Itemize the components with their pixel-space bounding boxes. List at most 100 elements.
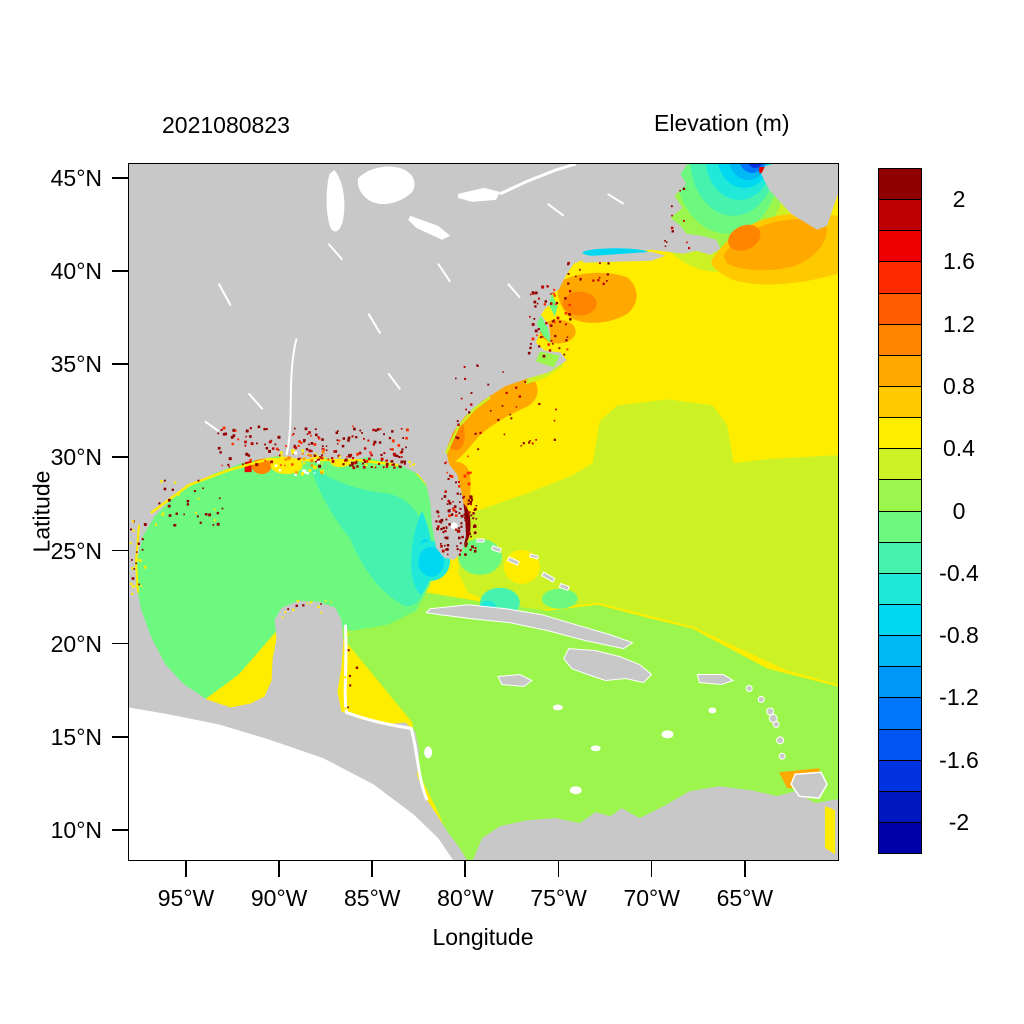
coastal-speckle [177,493,180,496]
coastal-speckle [459,549,462,552]
coastal-speckle [376,428,380,431]
coastal-speckle [568,290,572,293]
trinidad-island [790,771,828,799]
coastal-speckle [163,479,166,482]
coastal-speckle [469,471,472,474]
coastal-speckle [320,456,324,460]
coastal-speckle [440,527,443,531]
coastal-speckle [367,439,370,442]
coastal-speckle [440,522,443,524]
coastal-speckle [446,503,449,505]
y-tick-mark [112,177,128,179]
coastal-speckle [295,604,298,608]
rivers [204,164,625,456]
coastal-speckle [294,446,298,450]
coastal-speckle [529,346,532,350]
coastal-speckle [140,585,143,587]
coastal-speckle [310,459,314,463]
coastal-speckle [249,427,252,430]
coastal-speckle [264,459,267,462]
caribbean-no-data-spots [424,704,717,795]
coastal-speckle [563,353,566,356]
coastal-speckle [284,611,287,614]
coastal-speckle [534,329,538,333]
coastal-speckle [460,508,462,510]
coastal-speckle [437,525,440,528]
x-tick-label: 95°W [157,885,215,911]
coastal-speckle [558,320,562,323]
coastal-speckle [130,559,133,561]
coastal-speckle [537,297,540,300]
st-lawrence-river [499,164,577,196]
coastal-speckle [347,436,351,440]
y-tick-label: 15°N [50,723,102,750]
coastal-speckle [299,457,302,460]
coastal-speckle [213,519,216,522]
coastal-speckle [321,447,324,450]
coastal-speckle [174,481,177,484]
coastal-speckle [274,464,278,467]
coastal-speckle [171,488,174,491]
bahamas-green-patch [458,538,502,575]
coastal-speckle [405,446,407,449]
y-tick-mark [112,549,128,552]
coastal-speckle [174,524,177,527]
coastal-speckle [456,545,458,547]
coastal-speckle [136,558,139,562]
coastal-speckle [567,261,570,265]
coastal-speckle [287,608,290,611]
coastal-speckle [296,600,299,603]
coastal-speckle [141,548,144,551]
coastal-speckle [365,459,369,463]
coastal-speckle [509,413,512,416]
coastal-speckle [538,345,541,348]
coastal-speckle [487,383,490,386]
coastal-speckle [522,442,525,445]
colorbar-cell [878,230,922,263]
coastal-speckle [392,452,396,456]
coastal-speckle [383,452,386,455]
coastal-speckle [605,280,608,282]
coastal-speckle [437,511,440,514]
coastal-speckle [454,481,457,484]
coastal-speckle [310,442,314,445]
coastal-speckle [351,457,355,460]
coastal-speckle [383,433,385,436]
colorbar-tick-label: 1.6 [943,248,975,275]
coastal-speckle [665,241,668,243]
coastal-speckle [552,292,555,295]
coastal-speckle [554,303,557,306]
coastal-speckle [564,323,567,326]
coastal-speckle [469,548,472,551]
coastal-speckle [392,463,396,466]
coastal-speckle [550,324,553,327]
south-america-land [473,786,838,860]
coastal-speckle [442,526,445,530]
coastal-speckle [300,441,303,444]
coastal-speckle [135,562,137,565]
coastal-speckle [527,351,531,355]
coastal-speckle [294,473,297,477]
colorbar-tick-label: -0.4 [939,559,979,586]
coastal-speckle [301,449,305,453]
coastal-speckle [293,444,296,448]
coastal-speckle [131,567,134,570]
y-tick-label: 35°N [50,351,102,378]
coastal-speckle [245,429,249,433]
coastal-speckle [445,518,448,521]
delaware-bay-green [548,293,558,317]
coastal-speckle [204,512,208,516]
coastal-speckle [213,508,216,511]
coastal-speckle [272,447,275,450]
coastal-speckle [538,402,541,406]
coastal-speckle [671,214,673,217]
coastal-speckle [306,602,309,605]
coastal-speckle [465,542,468,545]
coastal-speckles [129,187,691,710]
colorbar-cell [878,479,922,512]
bahamas-green-patch-2 [541,588,578,609]
coastal-speckle [458,501,461,503]
coastal-speckle [524,381,527,383]
coastal-speckle [441,498,443,500]
coastal-speckle [365,463,368,467]
